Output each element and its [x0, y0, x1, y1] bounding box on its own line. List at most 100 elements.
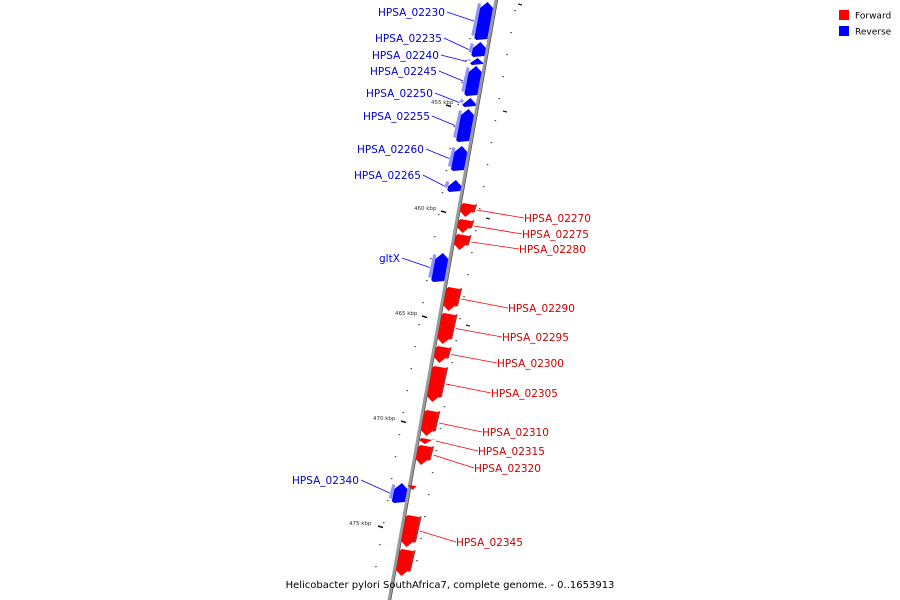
gene-label: HPSA_02340: [292, 475, 359, 487]
gene-arrow-shade: [455, 288, 463, 307]
scale-tick-mark: [400, 420, 407, 424]
gene-arrow-shade: [449, 314, 458, 340]
minor-tick: [498, 98, 501, 100]
gene-arrow: [419, 438, 433, 444]
gene-label: HPSA_02265: [354, 170, 421, 182]
gene-label: HPSA_02230: [378, 7, 445, 19]
gene-label: HPSA_02245: [370, 66, 437, 78]
minor-tick: [514, 10, 516, 12]
gene-arrow: [426, 366, 446, 402]
minor-tick: [502, 76, 504, 78]
minor-tick: [379, 544, 381, 546]
minor-tick: [431, 472, 434, 474]
gene-feature-HPSA_02245[interactable]: [461, 66, 482, 96]
gene-feature-HPSA_02260[interactable]: [447, 146, 468, 171]
gene-feature-HPSA_02255[interactable]: [453, 109, 474, 142]
minor-tick: [490, 142, 493, 144]
gene-arrow-shade: [471, 3, 482, 36]
minor-tick: [502, 110, 508, 113]
gene-arrow: [453, 234, 469, 250]
gene-leader-line: [461, 298, 509, 309]
gene-arrow-shade: [438, 367, 449, 398]
gene-arrow-shade: [445, 347, 452, 359]
minor-tick: [486, 164, 489, 166]
gene-label: HPSA_02240: [372, 50, 439, 62]
legend-forward-label: Forward: [855, 12, 891, 22]
gene-arrow: [469, 58, 484, 65]
minor-tick: [445, 170, 448, 172]
gene-feature-HPSA_02235[interactable]: [468, 42, 486, 57]
gene-feature-HPSA_02340[interactable]: [388, 483, 408, 503]
gene-arrow: [464, 66, 482, 96]
map-caption: Helicobacter pylori SouthAfrica7, comple…: [286, 580, 615, 591]
minor-tick: [420, 538, 422, 540]
minor-tick: [414, 346, 416, 348]
minor-tick: [426, 280, 428, 282]
minor-tick: [469, 38, 471, 40]
gene-feature-HPSA_02320[interactable]: [415, 445, 435, 465]
gene-leader-line: [445, 383, 492, 394]
gene-feature-HPSA_02275[interactable]: [457, 219, 475, 233]
minor-tick: [427, 494, 430, 496]
gene-feature-HPSA_02280[interactable]: [453, 234, 472, 250]
gene-arrow-shade: [388, 484, 396, 499]
minor-tick: [465, 324, 471, 327]
gene-leader-line: [455, 328, 503, 338]
minor-tick: [478, 208, 481, 210]
minor-tick: [406, 390, 409, 392]
scale-tick-mark: [440, 210, 447, 214]
gene-feature-HPSA_02240[interactable]: [466, 58, 484, 65]
scale-tick-label: 460 kbp: [414, 206, 437, 212]
gene-feature-HPSA_02290[interactable]: [443, 287, 463, 311]
gene-leader-line: [401, 257, 430, 268]
gene-feature-HPSA_02310[interactable]: [420, 410, 441, 436]
minor-tick: [471, 252, 473, 254]
gene-label: HPSA_02290: [508, 303, 575, 315]
gene-feature-HPSA_02270[interactable]: [459, 203, 478, 217]
gene-arrow-shade: [471, 204, 478, 213]
gene-arrow-shade: [428, 254, 437, 278]
legend-reverse-swatch: [839, 26, 849, 36]
gene-leader-line: [476, 209, 525, 219]
minor-tick: [455, 340, 457, 342]
gene-leader-line: [474, 225, 523, 235]
gene-feature-HPSA_02230[interactable]: [471, 2, 494, 40]
gene-leader-line: [434, 92, 460, 103]
gene-leader-line: [435, 440, 479, 452]
gene-label: HPSA_02275: [522, 229, 589, 241]
gene-feature-HPSA_02315[interactable]: [419, 438, 436, 444]
gene-feature-HPSA_02295[interactable]: [437, 313, 458, 344]
minor-tick: [402, 412, 405, 414]
gene-leader-line: [440, 54, 467, 62]
minor-tick: [517, 3, 523, 6]
gene-feature-HPSA_02300[interactable]: [433, 346, 452, 363]
minor-tick: [474, 230, 477, 232]
gene-leader-line: [433, 454, 475, 469]
gene-arrow-shade: [453, 110, 463, 138]
gene-arrow-shade: [444, 181, 450, 188]
gene-arrow: [471, 42, 486, 57]
minor-tick: [410, 368, 412, 370]
gene-arrow-shade: [466, 59, 472, 61]
minor-tick: [422, 302, 424, 304]
gene-arrow-shade: [459, 99, 464, 103]
scale-tick-mark: [445, 104, 452, 108]
gene-feature-HPSA_02335[interactable]: [407, 485, 417, 490]
minor-tick: [457, 104, 460, 106]
gene-arrow-shade: [407, 550, 416, 572]
gene-label: HPSA_02310: [482, 427, 549, 439]
minor-tick: [390, 478, 393, 480]
gene-arrow-shade: [427, 446, 435, 461]
gene-label: gltX: [379, 253, 400, 265]
minor-tick: [451, 362, 454, 364]
gene-feature-gltX[interactable]: [428, 253, 449, 282]
gene-leader-line: [439, 422, 483, 433]
gene-arrow-shade: [431, 439, 436, 440]
gene-feature-HPSA_02250[interactable]: [459, 98, 476, 107]
gene-feature-HPSA_02345[interactable]: [401, 515, 422, 547]
gene-feature-HPSA_02265[interactable]: [444, 180, 462, 192]
gene-label: HPSA_02250: [366, 88, 433, 100]
gene-feature-unnamed[interactable]: [395, 549, 416, 576]
gene-feature-HPSA_02305[interactable]: [426, 366, 449, 402]
scale-tick-label: 475 kbp: [349, 521, 372, 527]
